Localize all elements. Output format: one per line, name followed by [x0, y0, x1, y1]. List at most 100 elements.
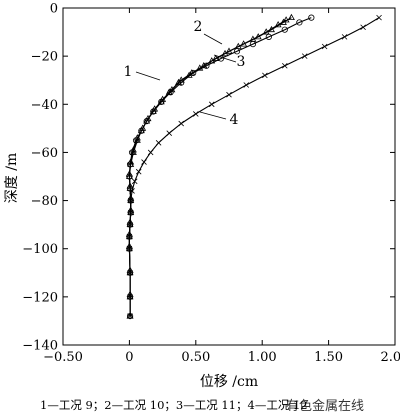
series-2-point — [177, 76, 185, 83]
series-4-point — [178, 120, 184, 127]
series-3-point — [126, 233, 133, 240]
series-3-point — [167, 89, 174, 96]
series-4-point — [126, 233, 133, 240]
series-4-point — [281, 62, 288, 69]
series-4-point — [262, 72, 268, 79]
y-tick-label: 0 — [50, 2, 58, 17]
series-1-point — [234, 42, 242, 49]
series-3-point — [126, 293, 134, 300]
x-tick-label: 0 — [125, 350, 133, 365]
series-3-point — [126, 173, 133, 180]
series-1-line — [128, 19, 287, 317]
legend-caption: 1—工况 9；2—工况 10；3—工况 11；4—工况 12 — [40, 398, 308, 412]
series-3-line — [128, 17, 312, 317]
series-3-point — [190, 69, 197, 77]
series-3-point — [143, 118, 150, 125]
series-4-point — [127, 209, 134, 216]
curves — [128, 17, 380, 317]
curve-label-1: 1 — [124, 64, 133, 80]
series-3-point — [203, 62, 210, 69]
series-3-point — [126, 245, 133, 252]
series-3-point — [128, 149, 136, 156]
series-2-point — [240, 40, 248, 47]
series-4-point — [226, 91, 232, 98]
series-4-point — [193, 111, 199, 117]
series-1-point — [282, 16, 290, 23]
series-3-point — [138, 127, 145, 134]
series-2-line — [128, 17, 292, 317]
series-3-point — [127, 197, 134, 204]
series-3-point — [217, 55, 225, 62]
x-tick-label: 1.00 — [248, 350, 277, 365]
y-axis-title: 深度 /m — [4, 153, 20, 203]
plot-frame — [62, 7, 396, 346]
x-tick-label: 0.50 — [181, 350, 210, 365]
series-4-line — [128, 17, 380, 317]
series-3-point — [126, 313, 134, 320]
y-tick-label: −120 — [22, 290, 58, 305]
series-4-point — [341, 34, 348, 40]
leader-line-1 — [135, 71, 161, 81]
series-3-point — [126, 221, 134, 228]
x-axis-ticks: −0.50 0 0.50 1.00 1.50 2.00 — [43, 8, 400, 365]
label-leaders — [135, 33, 237, 120]
y-tick-label: −100 — [22, 242, 58, 257]
series-2-point — [126, 312, 134, 319]
series-2-point — [125, 170, 133, 177]
series-4-point — [127, 197, 134, 204]
series-3-point — [127, 209, 134, 216]
leader-line-2 — [203, 33, 223, 45]
series-4-point — [147, 149, 154, 156]
series-2-point — [268, 25, 275, 33]
series-2-point — [287, 13, 295, 21]
series-4-point — [131, 178, 138, 185]
series-3-point — [296, 19, 303, 26]
series-3-point — [233, 48, 241, 55]
series-4-point — [127, 313, 133, 319]
series-3-point — [249, 41, 257, 48]
leader-line-3 — [213, 54, 237, 63]
series-1-point — [262, 28, 270, 35]
x-tick-label: 2.00 — [381, 350, 400, 365]
y-axis-ticks: 0 −20 −40 −60 −80 −100 −120 −140 — [22, 2, 395, 354]
series-2-point — [212, 54, 220, 61]
series-4-point — [127, 294, 133, 300]
series-2-point — [200, 61, 208, 69]
series-2-point — [254, 33, 262, 40]
series-3-point — [308, 14, 315, 21]
watermark-text: 有色金属在线 — [286, 398, 364, 414]
series-4-point — [360, 24, 366, 31]
y-tick-label: −80 — [31, 194, 58, 209]
series-1-point — [274, 21, 282, 28]
series-3-point — [126, 269, 134, 276]
series-4-point — [127, 221, 133, 228]
series-4-point — [129, 188, 135, 194]
series-4-point — [301, 53, 308, 59]
series-2-point — [279, 18, 287, 25]
series-4-point — [166, 130, 173, 136]
x-tick-label: 1.50 — [314, 350, 343, 365]
series-2-point — [225, 47, 233, 54]
series-4-point — [155, 140, 162, 146]
curve-label-3: 3 — [237, 54, 246, 70]
y-tick-label: −20 — [31, 50, 58, 65]
series-3-point — [158, 98, 165, 105]
series-3-point — [265, 33, 272, 40]
markers — [125, 13, 382, 320]
y-tick-label: −140 — [22, 339, 58, 354]
series-4-point — [321, 43, 328, 50]
series-2-point — [126, 182, 134, 189]
leader-line-4 — [199, 111, 227, 120]
series-4-point — [376, 14, 382, 21]
series-3-point — [178, 79, 185, 86]
series-3-point — [150, 108, 157, 115]
curve-label-2: 2 — [194, 19, 203, 35]
series-4-point — [208, 101, 215, 108]
series-4-point — [126, 245, 133, 252]
series-3-point — [281, 26, 288, 33]
curve-label-4: 4 — [230, 112, 239, 128]
y-tick-label: −40 — [31, 98, 58, 113]
series-3-point — [126, 185, 134, 192]
series-4-point — [135, 168, 142, 175]
